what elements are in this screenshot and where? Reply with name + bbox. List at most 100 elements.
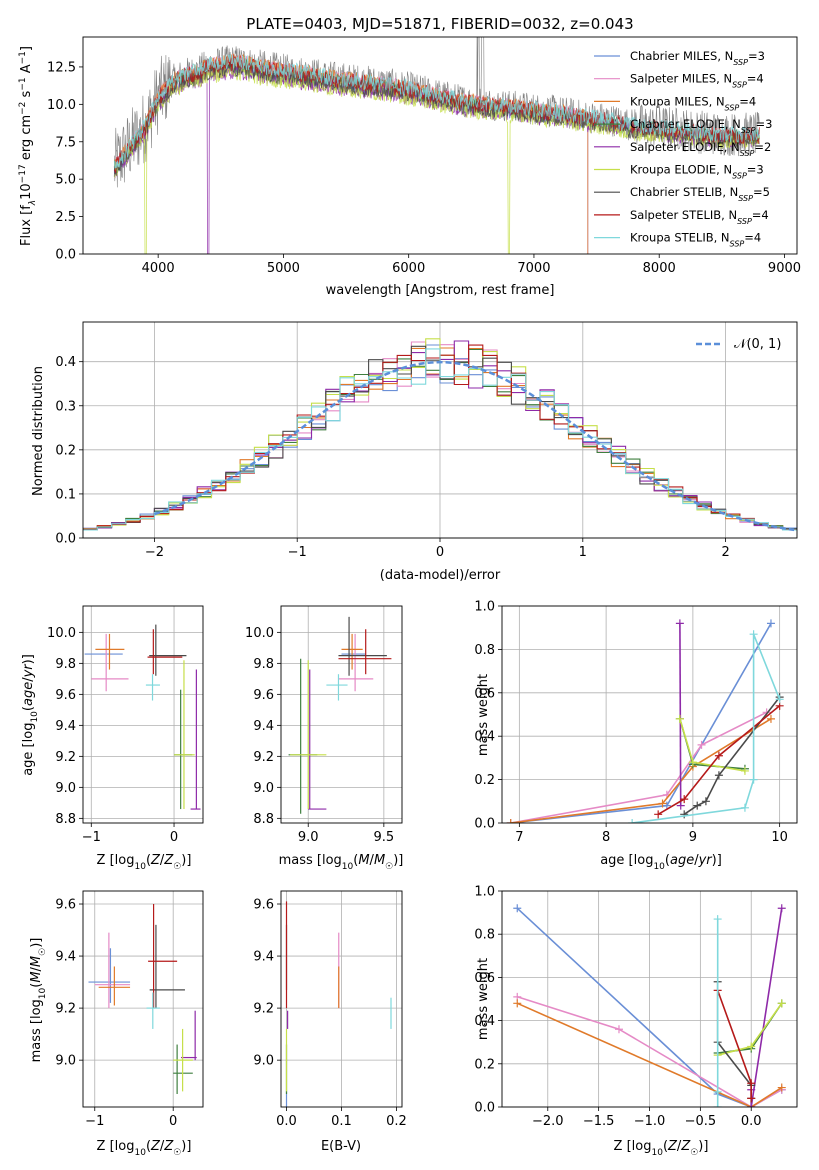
legend-subscript: SSP bbox=[738, 194, 753, 203]
x-tick-label: −1 bbox=[288, 545, 307, 560]
plot-content bbox=[513, 904, 786, 1107]
ylabel-part: s bbox=[19, 90, 34, 101]
y-tick-label: 10.0 bbox=[47, 626, 76, 641]
axes-frame bbox=[280, 605, 403, 824]
weight-marker-kroupa_miles bbox=[766, 714, 775, 723]
x-tick-label: 7000 bbox=[517, 261, 550, 276]
legend-suffix: =4 bbox=[747, 72, 764, 86]
y-tick-label: 9.4 bbox=[55, 950, 76, 965]
ylabel-part: Flux [f bbox=[19, 205, 34, 246]
y-tick-label: 9.4 bbox=[55, 719, 76, 734]
y-tick-label: 1.0 bbox=[474, 885, 495, 900]
x-tick-label: −0.5 bbox=[685, 1114, 717, 1129]
axes-frame bbox=[82, 890, 204, 1108]
legend-suffix: =4 bbox=[744, 231, 761, 245]
y-tick-label: 12.5 bbox=[47, 60, 76, 75]
y-tick-label: 9.2 bbox=[253, 1002, 274, 1017]
weight-marker-chabrier_stelib bbox=[714, 771, 723, 780]
legend-suffix: =3 bbox=[756, 117, 773, 131]
plot-content bbox=[84, 624, 201, 810]
weight-marker-salpeter_stelib bbox=[714, 751, 723, 760]
weight-marker-kroupa_miles bbox=[777, 1083, 786, 1092]
weight-marker-salpeter_elodie bbox=[676, 801, 685, 810]
legend-subscript: SSP bbox=[732, 171, 747, 180]
weight-marker-chabrier_stelib bbox=[693, 801, 702, 810]
y-tick-label: 0.8 bbox=[474, 643, 495, 658]
legend-label: Salpeter STELIB, NSSP=4 bbox=[630, 208, 769, 226]
weight-marker-salpeter_elodie bbox=[675, 619, 684, 628]
y-tick-label: 0.3 bbox=[55, 399, 76, 414]
ylabel-part: λ bbox=[28, 200, 38, 206]
plot-content bbox=[506, 619, 784, 823]
weight-marker-kroupa_stelib bbox=[775, 695, 784, 704]
legend-name: Kroupa MILES, N bbox=[630, 94, 725, 108]
x-tick-label: 1 bbox=[579, 545, 587, 560]
x-tick-label: −2.0 bbox=[532, 1114, 564, 1129]
legend-label: Kroupa STELIB, NSSP=4 bbox=[630, 231, 761, 249]
legend-suffix: =3 bbox=[747, 163, 764, 177]
x-tick-label: −1 bbox=[85, 1114, 104, 1129]
x-tick-label: 5000 bbox=[267, 261, 300, 276]
weight-vs-age-panel: 7 8 9 10 0.0 0.2 0.4 0.6 0.8 1.0 bbox=[474, 600, 798, 845]
legend-subscript: SSP bbox=[733, 58, 748, 67]
mass-vs-metallicity-panel: −1 0 9.0 9.2 9.4 9.6 bbox=[55, 890, 204, 1129]
weight-vs-metallicity-panel: −2.0 −1.5 −1.0 −0.5 0.0 0.0 0.2 0.4 0.6 0.8 1.0 bbox=[474, 885, 798, 1129]
agez-ylabel: age [log10(age/yr)] bbox=[21, 654, 40, 776]
legend-suffix: =4 bbox=[752, 208, 769, 222]
residual-ylabel: Normed distribution bbox=[31, 366, 46, 496]
y-tick-label: 10.0 bbox=[245, 626, 274, 641]
ylabel-part: −1 bbox=[18, 77, 28, 90]
y-tick-label: 0.0 bbox=[55, 532, 76, 547]
x-tick-label: 0.0 bbox=[276, 1114, 297, 1129]
y-tick-label: 9.2 bbox=[55, 750, 76, 765]
plot-content bbox=[288, 616, 392, 814]
legend-label: Kroupa MILES, NSSP=4 bbox=[630, 94, 756, 112]
x-tick-label: 9 bbox=[689, 830, 697, 845]
y-tick-label: 0.2 bbox=[55, 443, 76, 458]
weight-marker-kroupa_miles bbox=[513, 999, 522, 1008]
weight-marker-kroupa_elodie bbox=[740, 766, 749, 775]
weight-marker-salpeter_stelib bbox=[747, 1079, 756, 1088]
x-tick-label: 4000 bbox=[142, 261, 175, 276]
y-tick-label: 10.0 bbox=[47, 98, 76, 113]
y-tick-label: 0.0 bbox=[474, 1101, 495, 1116]
y-tick-label: 0.2 bbox=[474, 1057, 495, 1072]
y-tick-label: 9.0 bbox=[55, 781, 76, 796]
legend-name: Kroupa STELIB, N bbox=[630, 231, 730, 245]
weight-marker-kroupa_elodie bbox=[777, 999, 786, 1008]
weight-marker-kroupa_stelib bbox=[740, 803, 749, 812]
x-tick-label: 8000 bbox=[643, 261, 676, 276]
x-tick-label: 0.1 bbox=[331, 1114, 352, 1129]
x-tick-label: 0 bbox=[436, 545, 444, 560]
residual-panel: −2 −1 0 1 2 0.0 0.1 0.2 0.3 0.4 (data-model)/erro… bbox=[31, 321, 798, 583]
y-tick-label: 0.4 bbox=[474, 1014, 495, 1029]
y-tick-label: 0.4 bbox=[55, 355, 76, 370]
legend-label: Chabrier ELODIE, NSSP=3 bbox=[630, 117, 772, 135]
wage-ylabel: mass weight bbox=[476, 674, 491, 756]
y-tick-label: 0.4 bbox=[474, 730, 495, 745]
y-tick-label: 0.2 bbox=[474, 773, 495, 788]
y-tick-label: 9.6 bbox=[253, 688, 274, 703]
legend-subscript: SSP bbox=[737, 216, 752, 225]
age-vs-mass-panel: 9.0 9.5 8.8 9.0 9.2 9.4 9.6 9.8 10.0 bbox=[245, 605, 403, 845]
y-tick-label: 0.6 bbox=[474, 971, 495, 986]
legend-label: Chabrier MILES, NSSP=3 bbox=[630, 49, 765, 67]
weight-marker-kroupa_stelib bbox=[749, 775, 758, 784]
legend-name: Salpeter MILES, N bbox=[630, 72, 732, 86]
spectrum-ylabel: Flux [fλ10−17 erg cm−2 s−1 A−1] bbox=[18, 46, 38, 246]
weight-marker-salpeter_miles bbox=[697, 740, 706, 749]
weight-marker-chabrier_miles bbox=[766, 619, 775, 628]
wz-ylabel: mass weight bbox=[476, 958, 491, 1040]
weight-marker-kroupa_stelib bbox=[749, 630, 758, 639]
residual-xlabel: (data-model)/error bbox=[380, 568, 501, 583]
ylabel-part: A bbox=[19, 64, 34, 77]
plot-content bbox=[113, 37, 760, 254]
legend-name: Chabrier STELIB, N bbox=[630, 185, 738, 199]
weight-marker-salpeter_stelib bbox=[654, 810, 663, 819]
ylabel-part: erg cm bbox=[19, 115, 34, 164]
weight-line-salpeter_miles bbox=[510, 711, 767, 823]
x-tick-label: −1.5 bbox=[583, 1114, 615, 1129]
x-tick-label: 0.0 bbox=[741, 1114, 762, 1129]
spectrum-title: PLATE=0403, MJD=51871, FIBERID=0032, z=0… bbox=[246, 15, 633, 33]
plot-content bbox=[83, 338, 797, 532]
